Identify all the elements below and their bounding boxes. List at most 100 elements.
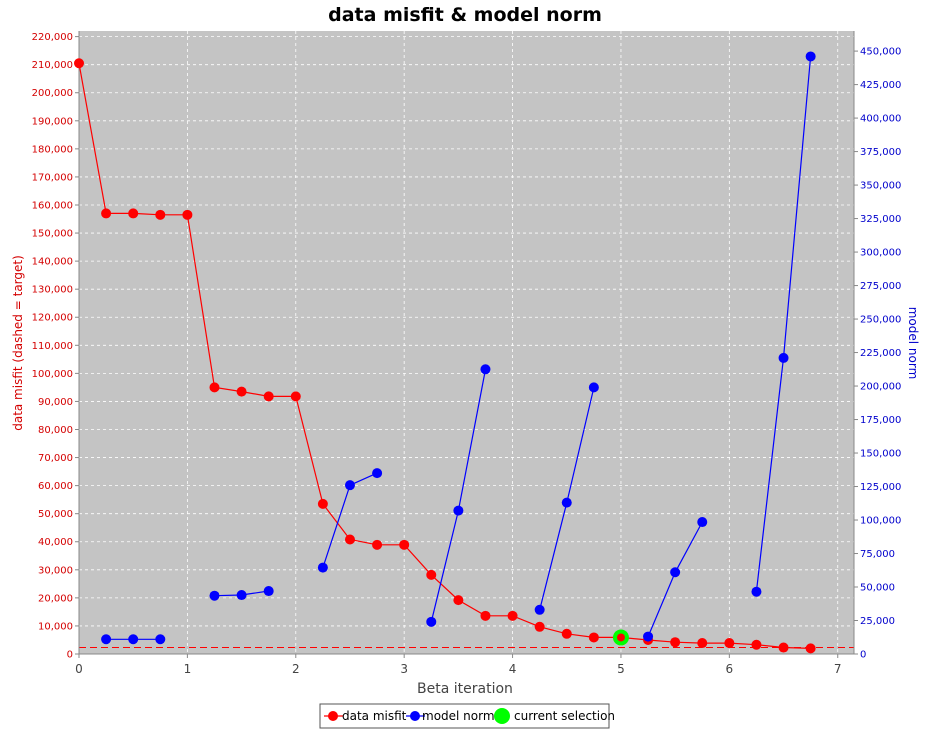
- misfit-point: [74, 58, 84, 69]
- norm-point: [805, 51, 816, 62]
- x-axis-label: Beta iteration: [417, 681, 513, 697]
- misfit-point: [128, 208, 139, 219]
- y-axis-right-label: model norm: [906, 307, 920, 380]
- y-right-tick-label: 50,000: [860, 583, 895, 594]
- y-left-tick-label: 160,000: [32, 200, 73, 211]
- y-left-tick-label: 0: [67, 650, 73, 661]
- y-left-tick-label: 10,000: [38, 621, 73, 632]
- misfit-point: [344, 534, 355, 545]
- norm-point: [697, 517, 708, 528]
- series-layer: [74, 51, 816, 654]
- norm-point: [209, 590, 220, 601]
- norm-point: [670, 567, 681, 578]
- y-left-tick-label: 90,000: [38, 397, 73, 408]
- norm-point: [426, 616, 437, 627]
- norm-point: [236, 590, 247, 601]
- x-tick-label: 6: [726, 662, 734, 676]
- y-right-tick-label: 25,000: [860, 616, 895, 627]
- norm-point: [453, 505, 464, 516]
- norm-point: [561, 497, 572, 508]
- misfit-point: [805, 643, 816, 654]
- misfit-point: [317, 498, 328, 509]
- norm-point: [534, 604, 545, 615]
- norm-point: [263, 586, 274, 597]
- misfit-point: [588, 632, 599, 643]
- misfit-point: [778, 642, 789, 653]
- y-right-tick-label: 100,000: [860, 516, 901, 527]
- norm-point: [344, 480, 355, 491]
- misfit-point: [182, 209, 193, 220]
- y-left-tick-label: 110,000: [32, 341, 73, 352]
- y-right-tick-label: 75,000: [860, 549, 895, 560]
- misfit-point: [507, 610, 518, 621]
- norm-point: [372, 468, 383, 479]
- legend-norm-marker: [410, 711, 420, 721]
- y-right-tick-label: 0: [860, 650, 866, 661]
- y-left-tick-label: 120,000: [32, 313, 73, 324]
- y-right-tick-label: 325,000: [860, 214, 901, 225]
- y-left-tick-label: 40,000: [38, 537, 73, 548]
- legend-selection-marker: [494, 708, 510, 724]
- misfit-point: [155, 209, 166, 220]
- x-tick-label: 4: [509, 662, 517, 676]
- y-left-tick-label: 50,000: [38, 509, 73, 520]
- y-right-tick-label: 275,000: [860, 281, 901, 292]
- misfit-point: [724, 638, 735, 649]
- norm-point: [751, 586, 762, 597]
- misfit-point: [209, 382, 220, 393]
- y-left-tick-label: 150,000: [32, 229, 73, 240]
- y-right-tick-label: 250,000: [860, 315, 901, 326]
- norm-point: [155, 634, 166, 645]
- misfit-point: [236, 386, 247, 397]
- y-left-tick-label: 170,000: [32, 172, 73, 183]
- misfit-point: [101, 208, 112, 219]
- y-axis-left-label: data misfit (dashed = target): [11, 255, 25, 431]
- x-tick-label: 3: [400, 662, 408, 676]
- legend-box: [319, 703, 610, 729]
- y-right-tick-label: 200,000: [860, 382, 901, 393]
- x-tick-label: 2: [292, 662, 300, 676]
- y-left-tick-label: 70,000: [38, 453, 73, 464]
- norm-point: [643, 631, 654, 642]
- legend-selection-label: current selection: [514, 709, 615, 723]
- y-right-tick-label: 175,000: [860, 415, 901, 426]
- y-right-tick-label: 125,000: [860, 482, 901, 493]
- misfit-point: [399, 539, 410, 550]
- y-right-tick-label: 425,000: [860, 80, 901, 91]
- legend-misfit-marker: [328, 711, 338, 721]
- y-right-tick-label: 300,000: [860, 248, 901, 259]
- misfit-point: [372, 539, 383, 550]
- y-left-tick-label: 210,000: [32, 60, 73, 71]
- misfit-point: [263, 391, 274, 402]
- misfit-point: [534, 621, 545, 632]
- misfit-point: [751, 639, 762, 650]
- y-left-tick-label: 140,000: [32, 257, 73, 268]
- plot-area: [79, 31, 854, 654]
- norm-point: [128, 634, 139, 645]
- legend: data misfit model norm current selection: [319, 703, 615, 729]
- y-right-tick-label: 350,000: [860, 181, 901, 192]
- x-tick-label: 1: [184, 662, 192, 676]
- y-left-tick-label: 20,000: [38, 593, 73, 604]
- norm-point: [317, 562, 328, 573]
- misfit-point: [480, 610, 491, 621]
- norm-point: [101, 634, 112, 645]
- y-left-tick-label: 80,000: [38, 425, 73, 436]
- y-left-tick-label: 190,000: [32, 116, 73, 127]
- misfit-point: [697, 638, 708, 649]
- y-left-tick-label: 220,000: [32, 32, 73, 43]
- current-selection-point: [616, 633, 625, 642]
- y-left-tick-label: 180,000: [32, 144, 73, 155]
- chart-title: data misfit & model norm: [328, 4, 602, 26]
- misfit-line-segment: [78, 63, 811, 649]
- misfit-point: [453, 595, 464, 606]
- y-left-tick-label: 200,000: [32, 88, 73, 99]
- axes: 0 10,000 20,000 30,000 40,000 50,000 60,000 70,…: [32, 31, 901, 676]
- misfit-point: [290, 391, 301, 402]
- norm-point: [480, 364, 491, 375]
- x-tick-label: 5: [617, 662, 625, 676]
- y-right-tick-label: 450,000: [860, 47, 901, 58]
- legend-norm-label: model norm: [422, 709, 495, 723]
- y-right-tick-label: 150,000: [860, 449, 901, 460]
